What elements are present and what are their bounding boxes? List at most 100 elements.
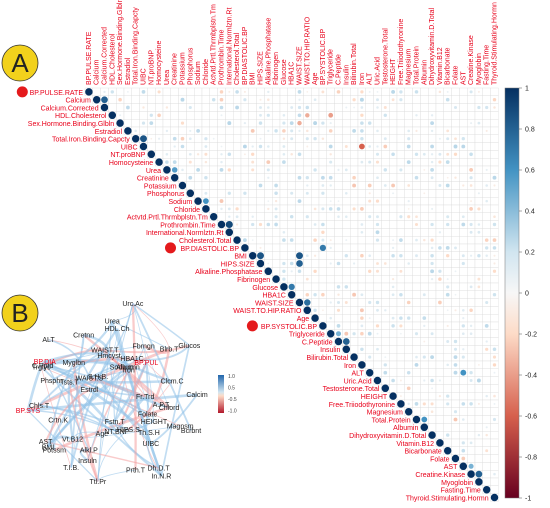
row-label: Prothrombin.Time: [160, 222, 215, 229]
correlation-dot: [422, 402, 426, 406]
matrix-cell: [287, 251, 296, 260]
correlation-dot: [430, 222, 434, 227]
network-node-label: Folate: [138, 411, 158, 418]
row-label: Sodium: [168, 199, 192, 206]
correlation-dot: [454, 137, 457, 141]
column-label: Uric.Acid: [375, 57, 382, 85]
correlation-dot: [336, 300, 341, 305]
matrix-cell: [459, 275, 468, 284]
matrix-cell: [412, 204, 421, 213]
row-label: HBA1C: [262, 293, 285, 300]
column-label: BP.SYSTOLIC.BP: [320, 29, 327, 85]
matrix-cell: [482, 329, 491, 338]
colorbar-tick-label: 0: [525, 291, 529, 298]
matrix-cell: [467, 95, 476, 104]
matrix-cell: [194, 111, 203, 120]
correlation-dot: [430, 176, 434, 180]
matrix-cell: [233, 228, 242, 237]
matrix-cell: [404, 337, 413, 346]
matrix-cell: [482, 462, 491, 471]
correlation-dot: [428, 431, 436, 439]
correlation-dot: [360, 113, 364, 117]
correlation-dot: [251, 168, 255, 172]
correlation-dot: [368, 199, 372, 203]
matrix-cell: [451, 126, 460, 135]
matrix-cell: [474, 111, 483, 120]
network-node-label: Chls.T: [29, 403, 50, 410]
correlation-dot: [335, 331, 342, 337]
matrix-cell: [459, 111, 468, 120]
matrix-cell: [342, 111, 351, 120]
correlation-dot: [360, 207, 364, 211]
correlation-dot: [157, 113, 161, 118]
matrix-cell: [287, 181, 296, 190]
correlation-dot: [267, 176, 270, 179]
correlation-dot: [321, 238, 325, 242]
matrix-cell: [396, 173, 405, 182]
matrix-cell: [490, 111, 499, 120]
matrix-cell: [279, 220, 288, 229]
correlation-dot: [389, 392, 397, 400]
correlation-dot: [453, 152, 458, 156]
matrix-cell: [389, 298, 398, 307]
matrix-cell: [139, 95, 148, 104]
correlation-dot: [150, 137, 153, 140]
correlation-dot: [453, 144, 458, 149]
matrix-cell: [412, 392, 421, 401]
matrix-cell: [186, 119, 195, 128]
matrix-cell: [350, 314, 359, 323]
correlation-dot: [119, 114, 122, 117]
matrix-cell: [350, 236, 359, 245]
matrix-cell: [201, 111, 210, 120]
correlation-dot: [352, 207, 356, 211]
matrix-cell: [435, 220, 444, 229]
correlation-dot: [352, 332, 356, 336]
matrix-cell: [389, 103, 398, 112]
matrix-cell: [365, 282, 374, 291]
matrix-cell: [326, 251, 335, 260]
matrix-cell: [404, 220, 413, 229]
matrix-cell: [381, 282, 390, 291]
correlation-dot: [391, 378, 395, 383]
network-panel: AlbumnSodiumFbrngnHBA1C.IronBP.PULGlucos…: [16, 301, 237, 486]
matrix-cell: [342, 228, 351, 237]
correlation-dot: [189, 129, 192, 132]
matrix-cell: [334, 150, 343, 159]
correlation-dot: [468, 463, 474, 469]
correlation-dot: [204, 175, 208, 180]
correlation-dot: [392, 239, 395, 242]
matrix-cell: [474, 392, 483, 401]
correlation-dot: [85, 88, 93, 96]
row-label: Folate: [430, 456, 450, 463]
matrix-cell: [303, 204, 312, 213]
matrix-cell: [295, 212, 304, 221]
matrix-cell: [162, 142, 171, 151]
correlation-dot: [171, 167, 178, 173]
network-node-label: NT.BNP: [104, 429, 129, 436]
matrix-cell: [155, 142, 164, 151]
matrix-cell: [428, 189, 437, 198]
matrix-cell: [318, 158, 327, 167]
matrix-cell: [342, 290, 351, 299]
matrix-cell: [467, 314, 476, 323]
column-label: UIBC: [141, 68, 148, 85]
correlation-dot: [220, 145, 223, 148]
correlation-dot: [391, 183, 396, 188]
matrix-cell: [342, 95, 351, 104]
matrix-cell: [342, 119, 351, 128]
matrix-cell: [396, 142, 405, 151]
matrix-cell: [490, 275, 499, 284]
correlation-dot: [321, 137, 325, 140]
network-node-label: Crtn.K: [48, 418, 68, 425]
matrix-cell: [209, 173, 218, 182]
matrix-cell: [209, 119, 218, 128]
correlation-dot: [188, 175, 193, 180]
matrix-cell: [435, 251, 444, 260]
correlation-dot: [482, 485, 491, 494]
correlation-dot: [296, 252, 303, 260]
matrix-cell: [326, 212, 335, 221]
matrix-cell: [435, 306, 444, 315]
correlation-dot: [469, 324, 473, 328]
colorbar-tick-label: -0.6: [525, 414, 537, 421]
correlation-dot: [321, 230, 325, 234]
